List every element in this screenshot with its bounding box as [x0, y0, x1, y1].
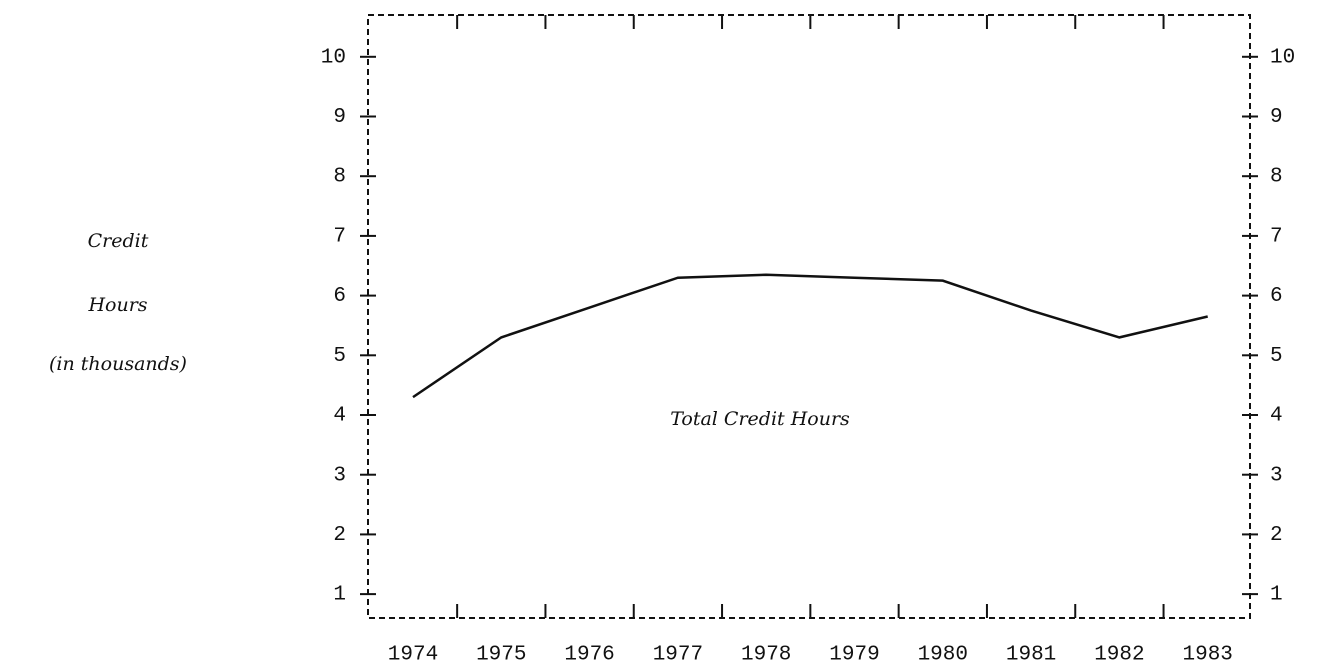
- y2-tick-label: 6: [1270, 285, 1283, 308]
- x-tick-label: 1979: [829, 644, 879, 667]
- y-axis-label: Hours: [87, 294, 147, 316]
- y-tick-label: 10: [321, 46, 346, 69]
- x-tick-label: 1978: [741, 644, 791, 667]
- y2-tick-label: 7: [1270, 225, 1283, 248]
- y2-tick-label: 4: [1270, 405, 1283, 428]
- y-tick-label: 4: [333, 405, 346, 428]
- y-tick-label: 6: [333, 285, 346, 308]
- y-axis-label: Credit: [88, 230, 149, 252]
- y-tick-label: 8: [333, 166, 346, 189]
- y-tick-label: 5: [333, 345, 346, 368]
- y2-tick-label: 3: [1270, 464, 1283, 487]
- y-axis-label: (in thousands): [49, 353, 187, 375]
- y-tick-label: 3: [333, 464, 346, 487]
- y2-tick-label: 9: [1270, 106, 1283, 129]
- data-line: [412, 273, 1208, 399]
- x-tick-label: 1975: [476, 644, 526, 667]
- y2-tick-label: 10: [1270, 46, 1295, 69]
- x-tick-label: 1983: [1182, 644, 1232, 667]
- y-tick-label: 7: [333, 225, 346, 248]
- x-tick-label: 1976: [564, 644, 614, 667]
- annotation: Total Credit Hours: [670, 408, 850, 430]
- x-tick-label: 1980: [918, 644, 968, 667]
- y-tick-label: 1: [333, 584, 346, 607]
- y2-tick-label: 2: [1270, 524, 1283, 547]
- x-tick-label: 1982: [1094, 644, 1144, 667]
- x-tick-label: 1981: [1006, 644, 1056, 667]
- y2-tick-label: 5: [1270, 345, 1283, 368]
- y-tick-label: 9: [333, 106, 346, 129]
- y2-tick-label: 1: [1270, 584, 1283, 607]
- x-tick-label: 1977: [653, 644, 703, 667]
- x-tick-label: 1974: [388, 644, 438, 667]
- y-tick-label: 2: [333, 524, 346, 547]
- y2-tick-label: 8: [1270, 166, 1283, 189]
- plot-frame: [367, 14, 1251, 619]
